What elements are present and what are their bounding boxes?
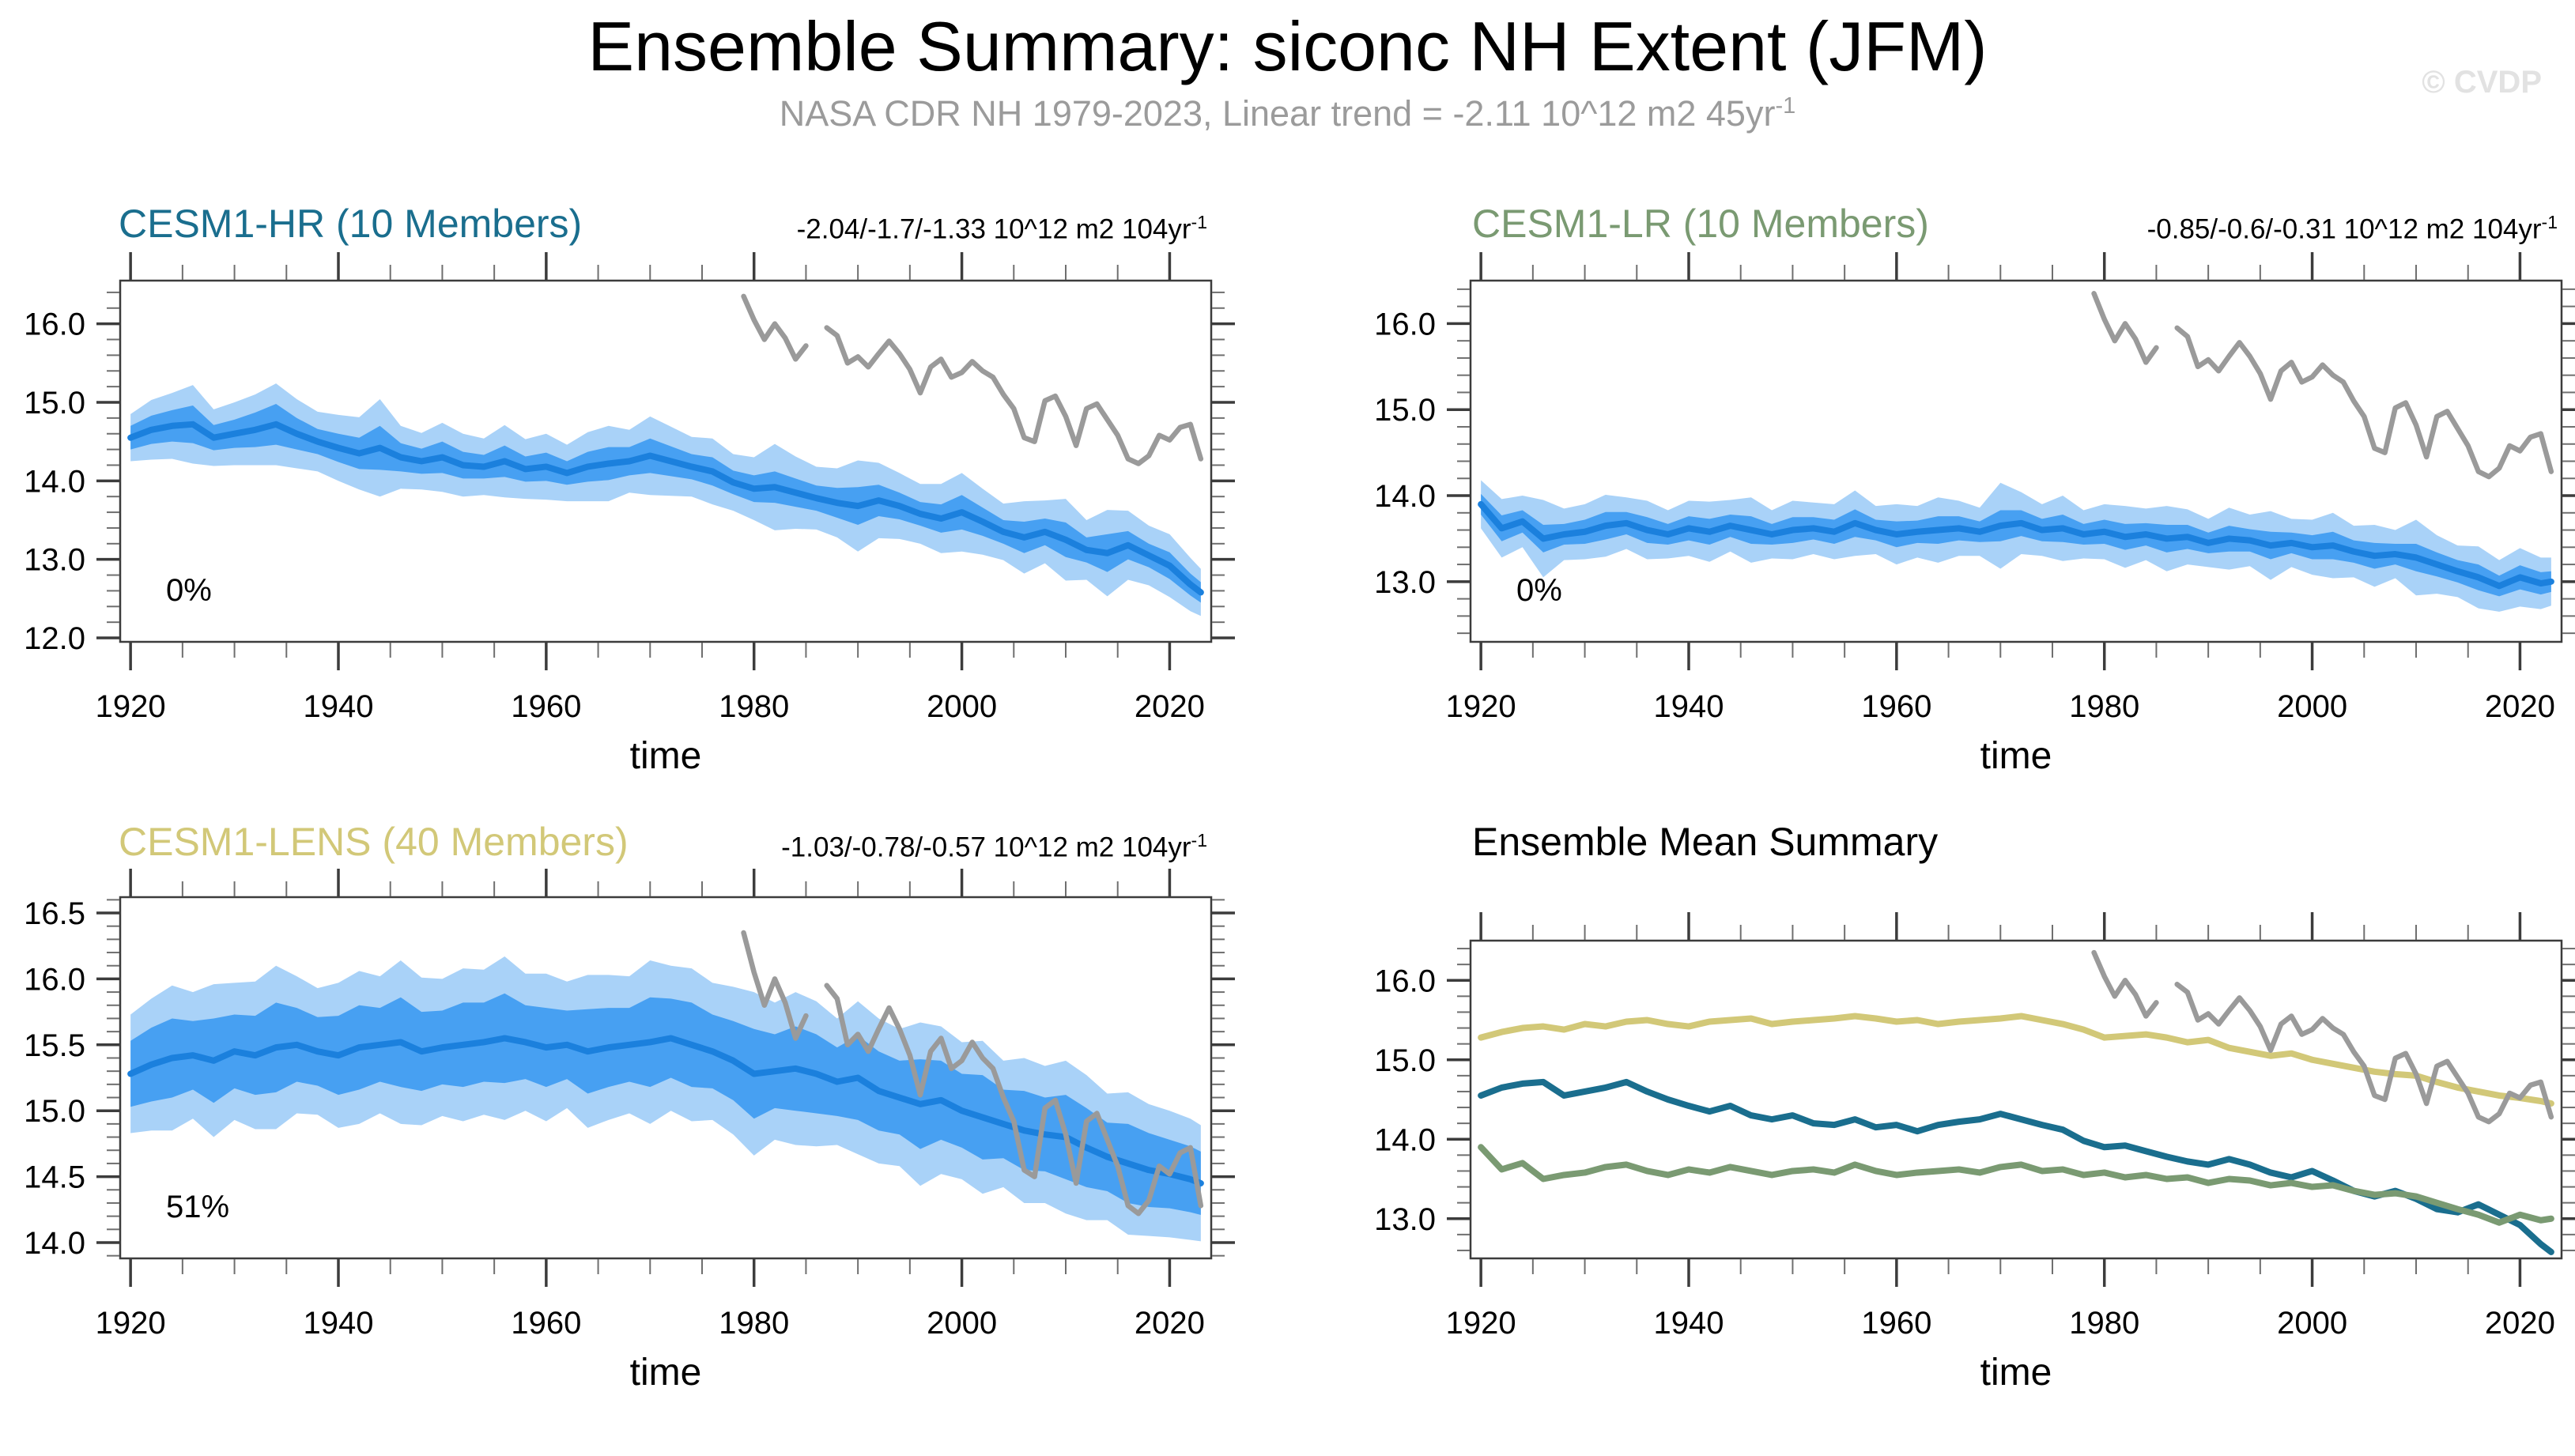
x-tick-label: 2000 <box>927 1306 997 1341</box>
x-axis-label: time <box>1980 735 2052 776</box>
observations-line <box>2091 291 2159 365</box>
y-tick-label: 15.5 <box>24 1028 85 1063</box>
x-tick-label: 2020 <box>1135 1306 1205 1341</box>
x-tick-label: 1980 <box>2069 689 2139 724</box>
summary-line-lens <box>1478 1013 2554 1107</box>
trend-exponent: -1 <box>1191 212 1207 232</box>
observations-line <box>824 325 1204 466</box>
percent-annotation: 0% <box>166 573 212 608</box>
y-tick-label: 13.0 <box>24 543 85 578</box>
x-tick-label: 1940 <box>304 1306 374 1341</box>
x-tick-label: 1980 <box>719 1306 789 1341</box>
x-tick-label: 1920 <box>96 689 166 724</box>
observations-line <box>2174 325 2554 480</box>
y-tick-label: 14.0 <box>24 464 85 499</box>
axis-frame <box>1469 939 2563 1260</box>
y-tick-label: 16.0 <box>1374 964 1436 998</box>
inner-spread-band <box>130 993 1201 1215</box>
y-tick-label: 13.0 <box>1374 565 1436 600</box>
trend-exponent: -1 <box>2541 212 2558 232</box>
axis-frame <box>119 279 1213 643</box>
ensemble-mean-line <box>127 1035 1204 1186</box>
x-tick-label: 1940 <box>304 689 374 724</box>
x-tick-label: 2000 <box>927 689 997 724</box>
chart-ensemble-mean-summary: 13.0 14.0 15.0 16.0 1920 1940 1960 1980 2000 2020… <box>1374 912 2575 1393</box>
y-tick-label: 12.0 <box>24 621 85 656</box>
y-tick-label: 16.0 <box>24 307 85 342</box>
x-tick-label: 1940 <box>1654 1306 1724 1341</box>
outer-spread-band <box>1481 480 2551 612</box>
panel-title-cesm1-lens: CESM1-LENS (40 Members) <box>119 820 629 864</box>
inner-spread-band <box>1481 493 2551 597</box>
figure-subtitle: NASA CDR NH 1979-2023, Linear trend = -2… <box>0 93 2575 134</box>
panel-title-cesm1-hr: CESM1-HR (10 Members) <box>119 202 583 246</box>
x-tick-label: 1960 <box>1861 1306 1931 1341</box>
percent-annotation: 51% <box>166 1190 229 1224</box>
summary-line-lr <box>1478 1144 2554 1226</box>
trend-text: -0.85/-0.6/-0.31 10^12 m2 104yr <box>2146 213 2542 245</box>
x-axis-label: time <box>630 1352 702 1393</box>
figure-subtitle-exponent: -1 <box>1775 93 1796 119</box>
chart-cesm1-hr: 12.0 13.0 14.0 15.0 16.0 1920 1940 1960 1980 2000… <box>24 252 1235 776</box>
x-axis-label: time <box>1980 1352 2052 1393</box>
x-tick-label: 1920 <box>96 1306 166 1341</box>
panel-trend-cesm1-lr: -0.85/-0.6/-0.31 10^12 m2 104yr-1 <box>2147 212 2558 246</box>
x-tick-label: 1920 <box>1446 1306 1516 1341</box>
percent-annotation: 0% <box>1516 573 1562 608</box>
y-tick-label: 16.5 <box>24 896 85 931</box>
x-tick-label: 2000 <box>2277 1306 2347 1341</box>
y-tick-label: 15.0 <box>1374 393 1436 428</box>
y-tick-label: 15.0 <box>1374 1043 1436 1078</box>
axis-frame <box>1469 279 2563 643</box>
x-tick-label: 2020 <box>1135 689 1205 724</box>
x-tick-label: 2020 <box>2485 689 2555 724</box>
x-tick-label: 1980 <box>719 689 789 724</box>
observations-line <box>2174 982 2554 1125</box>
y-tick-label: 14.0 <box>1374 479 1436 514</box>
y-tick-label: 15.0 <box>24 386 85 421</box>
observations-line <box>824 983 1204 1216</box>
x-tick-label: 1920 <box>1446 689 1516 724</box>
x-tick-label: 1940 <box>1654 689 1724 724</box>
y-tick-label: 15.0 <box>24 1094 85 1129</box>
figure-title: Ensemble Summary: siconc NH Extent (JFM) <box>587 7 1988 85</box>
ensemble-mean-line <box>1478 500 2554 590</box>
x-tick-label: 1960 <box>1861 689 1931 724</box>
axis-frame <box>119 896 1213 1260</box>
x-axis-label: time <box>630 735 702 776</box>
y-tick-label: 16.0 <box>24 962 85 997</box>
y-tick-label: 14.5 <box>24 1160 85 1195</box>
y-tick-label: 14.0 <box>1374 1122 1436 1157</box>
x-tick-label: 1960 <box>511 1306 581 1341</box>
observations-line <box>2091 949 2159 1019</box>
ensemble-mean-line <box>127 421 1204 596</box>
trend-text: -1.03/-0.78/-0.57 10^12 m2 104yr <box>781 832 1191 863</box>
panel-title-ensemble-mean-summary: Ensemble Mean Summary <box>1472 820 1939 864</box>
trend-exponent: -1 <box>1191 830 1207 851</box>
observations-line <box>741 293 809 362</box>
panel-trend-cesm1-hr: -2.04/-1.7/-1.33 10^12 m2 104yr-1 <box>797 212 1207 246</box>
panel-trend-cesm1-lens: -1.03/-0.78/-0.57 10^12 m2 104yr-1 <box>781 830 1207 864</box>
y-tick-label: 13.0 <box>1374 1202 1436 1237</box>
x-tick-label: 1960 <box>511 689 581 724</box>
panel-title-cesm1-lr: CESM1-LR (10 Members) <box>1472 202 1929 246</box>
cvdp-watermark: © CVDP <box>2422 65 2542 100</box>
figure-subtitle-text: NASA CDR NH 1979-2023, Linear trend = -2… <box>779 93 1776 134</box>
y-tick-label: 16.0 <box>1374 307 1436 341</box>
observations-line <box>741 930 809 1041</box>
x-tick-label: 1980 <box>2069 1306 2139 1341</box>
x-tick-label: 2020 <box>2485 1306 2555 1341</box>
x-tick-label: 2000 <box>2277 689 2347 724</box>
trend-text: -2.04/-1.7/-1.33 10^12 m2 104yr <box>796 213 1191 245</box>
chart-cesm1-lr: 13.0 14.0 15.0 16.0 1920 1940 1960 1980 2000 2020… <box>1374 252 2575 776</box>
chart-cesm1-lens: 14.0 14.5 15.0 15.5 16.0 16.5 1920 1940 1960 1980… <box>24 869 1235 1393</box>
y-tick-label: 14.0 <box>24 1226 85 1261</box>
